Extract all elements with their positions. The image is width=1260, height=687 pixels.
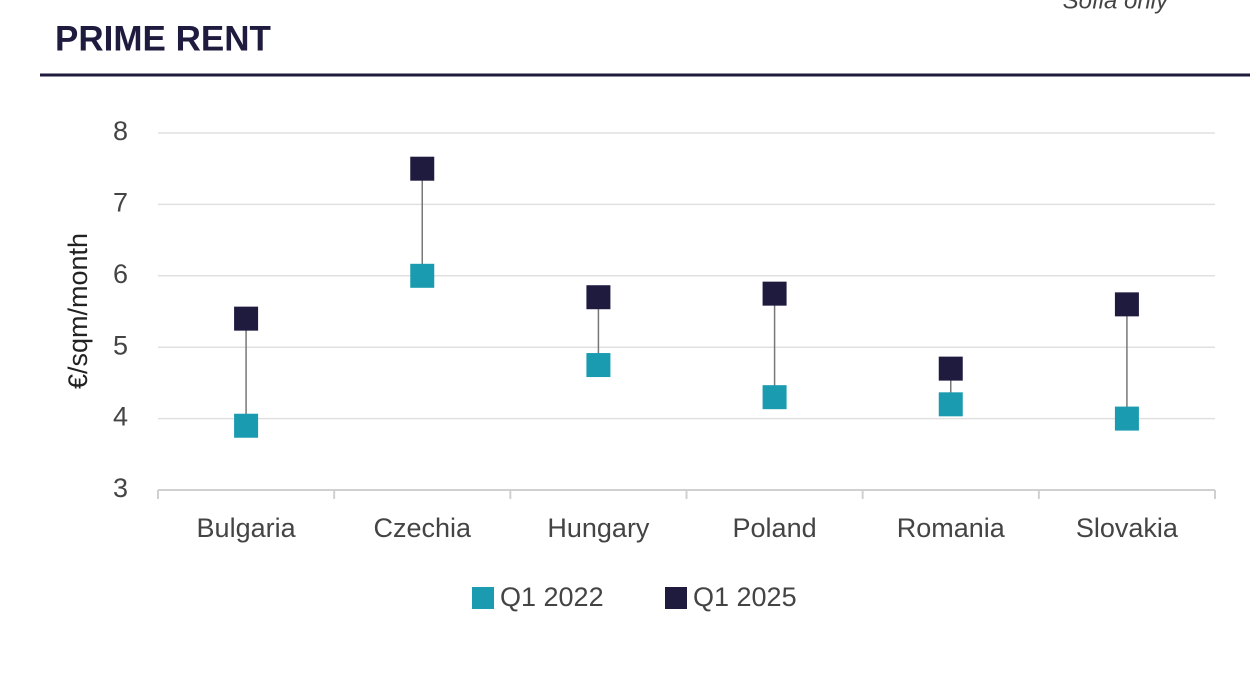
legend-label: Q1 2025 xyxy=(693,582,797,612)
legend-label: Q1 2022 xyxy=(500,582,604,612)
x-tick-label: Poland xyxy=(733,513,817,543)
chart-title: PRIME RENT xyxy=(55,19,271,58)
marker xyxy=(586,285,611,310)
y-tick-label: 8 xyxy=(113,116,128,146)
marker xyxy=(410,263,435,288)
x-tick-label: Czechia xyxy=(373,513,472,543)
marker xyxy=(938,392,963,417)
y-tick-label: 4 xyxy=(113,402,128,432)
marker xyxy=(1114,406,1139,431)
marker xyxy=(762,281,787,306)
marker xyxy=(410,156,435,181)
marker xyxy=(234,306,259,331)
y-axis-label: €/sqm/month xyxy=(63,233,93,389)
marker xyxy=(762,385,787,410)
y-tick-label: 3 xyxy=(113,473,128,503)
legend-swatch xyxy=(665,587,687,609)
marker xyxy=(234,413,259,438)
marker xyxy=(586,353,611,378)
x-tick-label: Slovakia xyxy=(1076,513,1179,543)
x-tick-label: Bulgaria xyxy=(197,513,297,543)
y-tick-label: 6 xyxy=(113,259,128,289)
x-tick-label: Hungary xyxy=(547,513,650,543)
marker xyxy=(1114,292,1139,317)
y-tick-label: 5 xyxy=(113,330,128,360)
x-tick-label: Romania xyxy=(897,513,1006,543)
note: Sofia only xyxy=(1063,0,1170,14)
y-tick-label: 7 xyxy=(113,188,128,218)
marker xyxy=(938,356,963,381)
legend-swatch xyxy=(472,587,494,609)
